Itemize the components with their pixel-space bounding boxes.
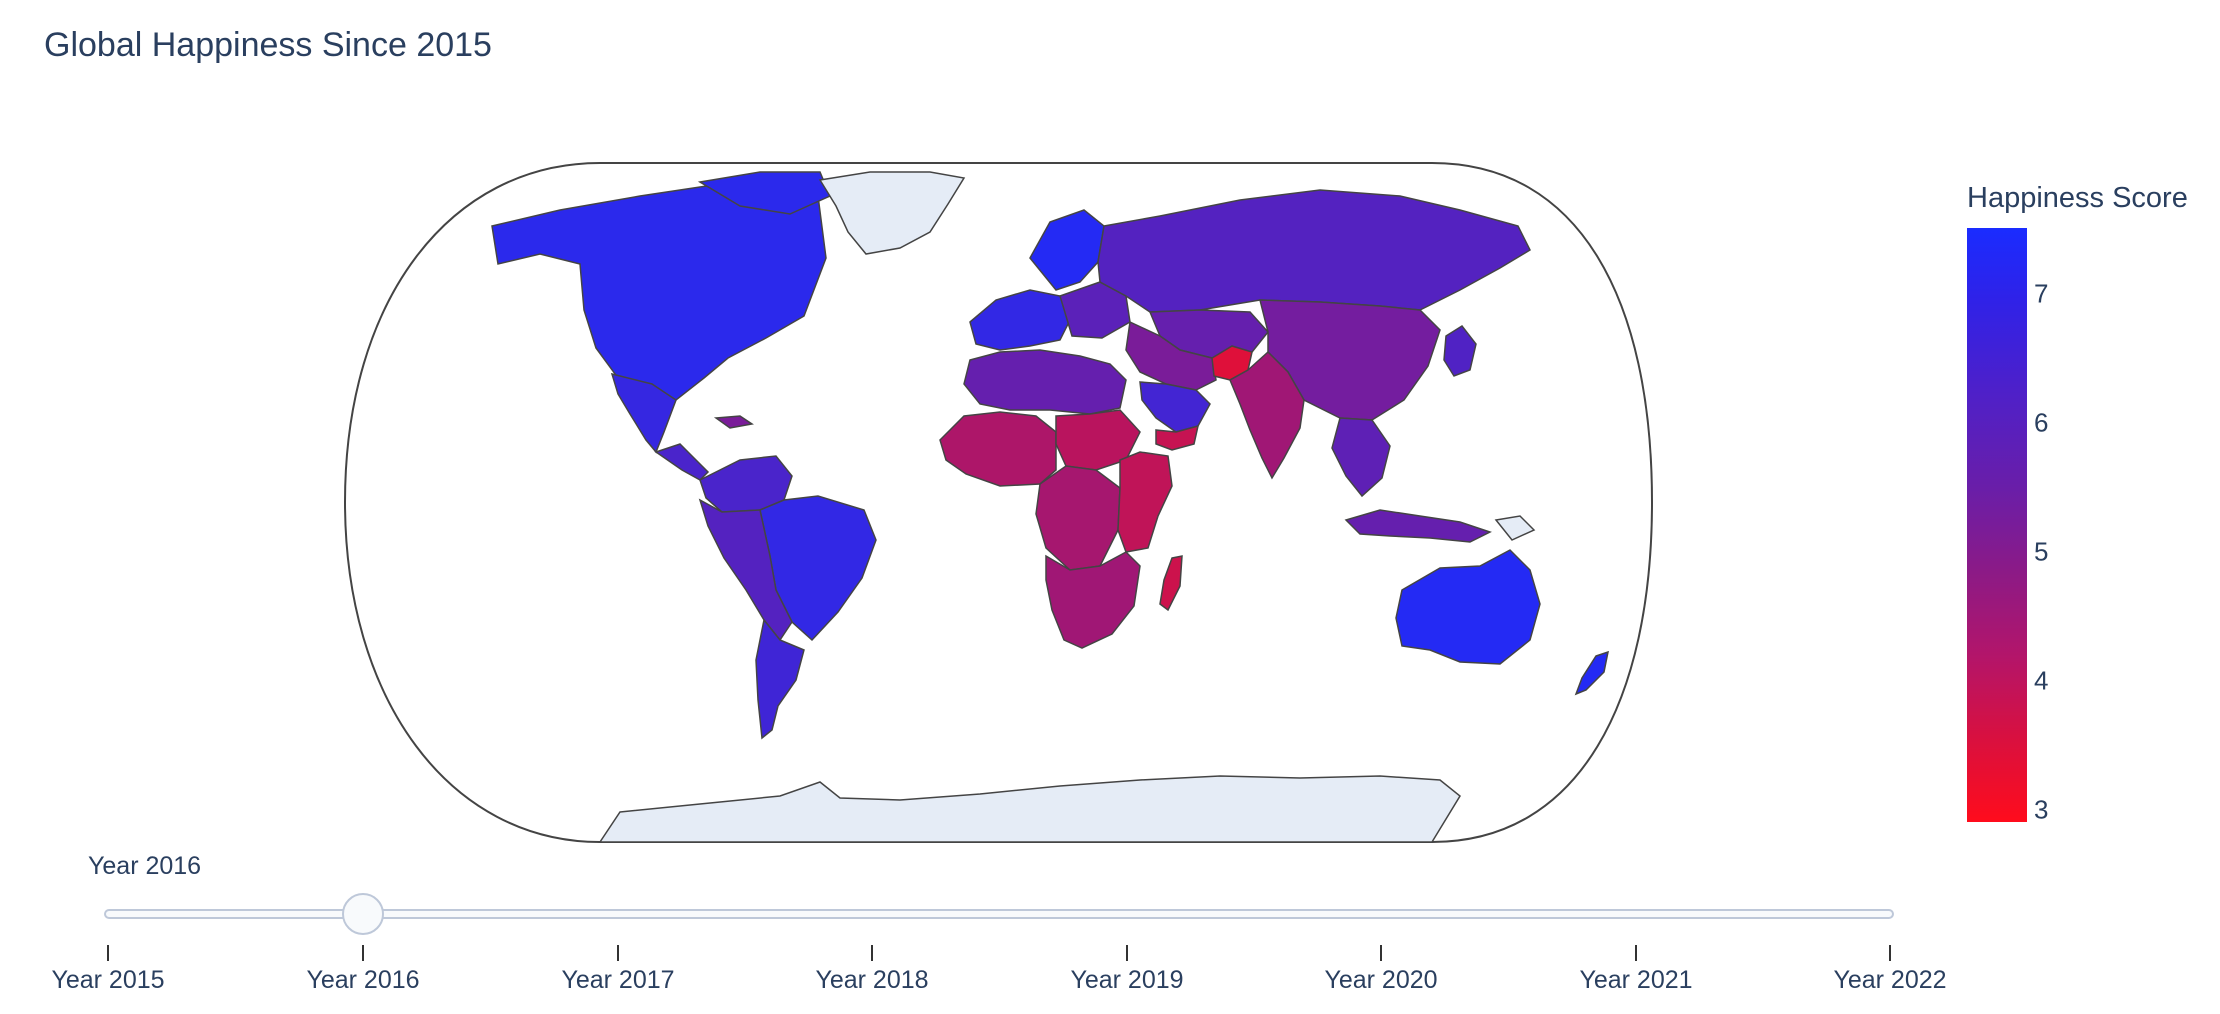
slider-step-label[interactable]: Year 2015 (51, 966, 165, 994)
colorbar-gradient (1967, 228, 2027, 822)
region-west-africa[interactable] (939, 411, 1057, 487)
slider-step-label[interactable]: Year 2020 (1324, 966, 1438, 994)
region-greenland[interactable] (818, 171, 966, 255)
region-andes[interactable] (698, 498, 793, 642)
slider-step-label[interactable]: Year 2016 (306, 966, 420, 994)
slider-step-label[interactable]: Year 2021 (1579, 966, 1693, 994)
colorbar-tick-label: 3 (2034, 794, 2049, 825)
year-slider-handle[interactable] (342, 893, 384, 935)
year-slider-rail[interactable] (104, 909, 1894, 919)
region-caribbean[interactable] (713, 415, 754, 429)
slider-tick (107, 945, 109, 961)
world-choropleth-map[interactable] (0, 0, 1700, 860)
slider-step-label[interactable]: Year 2019 (1070, 966, 1184, 994)
colorbar-title: Happiness Score (1967, 182, 2188, 214)
region-new-zealand[interactable] (1574, 650, 1609, 696)
colorbar-tick-label: 7 (2034, 278, 2049, 309)
region-central-america[interactable] (654, 443, 710, 481)
slider-step-label[interactable]: Year 2018 (815, 966, 929, 994)
region-europe-west[interactable] (969, 289, 1073, 351)
region-north-africa[interactable] (963, 349, 1127, 415)
region-east-africa[interactable] (1117, 451, 1173, 553)
slider-tick (871, 945, 873, 961)
region-central-africa[interactable] (1035, 465, 1121, 571)
region-antarctica[interactable] (598, 775, 1461, 843)
slider-tick (1889, 945, 1891, 961)
region-south-asia[interactable] (1229, 350, 1305, 480)
chart-title: Global Happiness Since 2015 (44, 26, 492, 64)
region-russia[interactable] (1097, 189, 1531, 313)
slider-tick (1635, 945, 1637, 961)
slider-step-label[interactable]: Year 2022 (1833, 966, 1947, 994)
region-yemen[interactable] (1155, 424, 1200, 451)
region-middle-east[interactable] (1125, 320, 1217, 391)
region-indonesia[interactable] (1344, 509, 1492, 543)
region-southern-africa[interactable] (1045, 551, 1141, 649)
slider-current-value: Year 2016 (88, 852, 202, 880)
slider-tick (617, 945, 619, 961)
region-southern-cone[interactable] (755, 618, 805, 740)
slider-tick (1380, 945, 1382, 961)
region-madagascar[interactable] (1159, 555, 1183, 612)
colorbar-tick-label: 6 (2034, 407, 2049, 438)
colorbar-tick-label: 4 (2034, 665, 2049, 696)
region-japan-korea[interactable] (1443, 325, 1477, 377)
region-papua-new-guinea[interactable] (1494, 515, 1536, 541)
colorbar-tick-label: 5 (2034, 536, 2049, 567)
slider-step-label[interactable]: Year 2017 (561, 966, 675, 994)
region-southeast-asia[interactable] (1331, 417, 1391, 498)
slider-tick (1126, 945, 1128, 961)
slider-tick (362, 945, 364, 961)
region-australia[interactable] (1395, 549, 1541, 665)
